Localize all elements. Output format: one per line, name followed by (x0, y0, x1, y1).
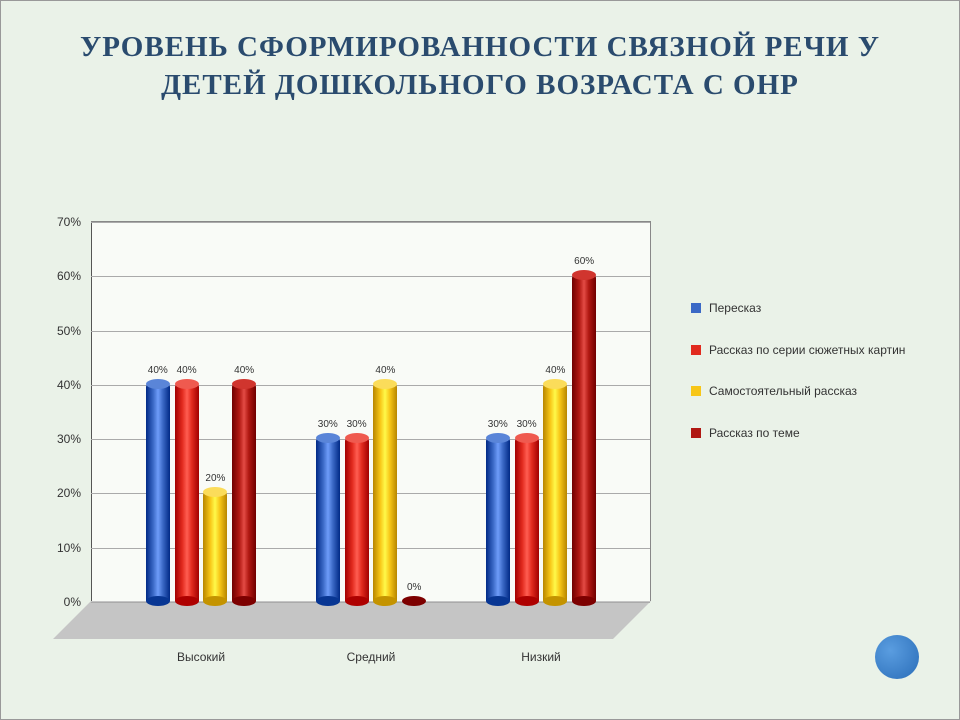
slide-nav-circle[interactable] (875, 635, 919, 679)
legend-item: Самостоятельный рассказ (691, 384, 931, 400)
legend-label: Пересказ (709, 301, 761, 317)
bar: 40% (146, 384, 170, 601)
legend-item: Рассказ по теме (691, 426, 931, 442)
bar: 40% (373, 384, 397, 601)
bar-value-label: 20% (205, 473, 225, 484)
bar-value-label: 40% (234, 365, 254, 376)
bar-value-label: 40% (177, 365, 197, 376)
y-tick-label: 10% (57, 541, 91, 555)
bar-value-label: 40% (545, 365, 565, 376)
page-title: УРОВЕНЬ СФОРМИРОВАННОСТИ СВЯЗНОЙ РЕЧИ У … (1, 1, 959, 114)
bar-value-label: 40% (375, 365, 395, 376)
y-tick-label: 70% (57, 215, 91, 229)
bar-value-label: 40% (148, 365, 168, 376)
chart-floor (53, 601, 651, 639)
bar: 30% (515, 438, 539, 601)
gridline (91, 222, 650, 223)
x-tick-label: Низкий (521, 650, 561, 664)
bar-value-label: 30% (318, 419, 338, 430)
x-tick-label: Средний (347, 650, 396, 664)
y-tick-label: 60% (57, 269, 91, 283)
bar: 60% (572, 275, 596, 601)
bar: 30% (486, 438, 510, 601)
y-tick-label: 40% (57, 378, 91, 392)
bar: 30% (345, 438, 369, 601)
bar: 30% (316, 438, 340, 601)
bar-value-label: 30% (488, 419, 508, 430)
bar-value-label: 30% (517, 419, 537, 430)
y-tick-label: 0% (64, 595, 91, 609)
bar: 40% (232, 384, 256, 601)
legend-item: Пересказ (691, 301, 931, 317)
bar: 20% (203, 492, 227, 601)
y-tick-label: 20% (57, 486, 91, 500)
gridline (91, 276, 650, 277)
bar-value-label: 30% (347, 419, 367, 430)
x-tick-label: Высокий (177, 650, 225, 664)
legend-swatch (691, 303, 701, 313)
legend-item: Рассказ по серии сюжетных картин (691, 343, 931, 359)
legend-swatch (691, 428, 701, 438)
bar: 40% (175, 384, 199, 601)
legend-label: Самостоятельный рассказ (709, 384, 857, 400)
legend-swatch (691, 345, 701, 355)
gridline (91, 331, 650, 332)
chart-plot: 0%10%20%30%40%50%60%70%40%40%20%40%Высок… (91, 221, 651, 601)
bar: 40% (543, 384, 567, 601)
legend-label: Рассказ по теме (709, 426, 800, 442)
y-tick-label: 30% (57, 432, 91, 446)
legend-swatch (691, 386, 701, 396)
bar-value-label: 60% (574, 256, 594, 267)
y-tick-label: 50% (57, 324, 91, 338)
y-axis-line (91, 222, 92, 601)
legend-label: Рассказ по серии сюжетных картин (709, 343, 905, 359)
bar-value-label: 0% (407, 582, 421, 593)
chart-legend: Пересказ Рассказ по серии сюжетных картин… (691, 301, 931, 467)
